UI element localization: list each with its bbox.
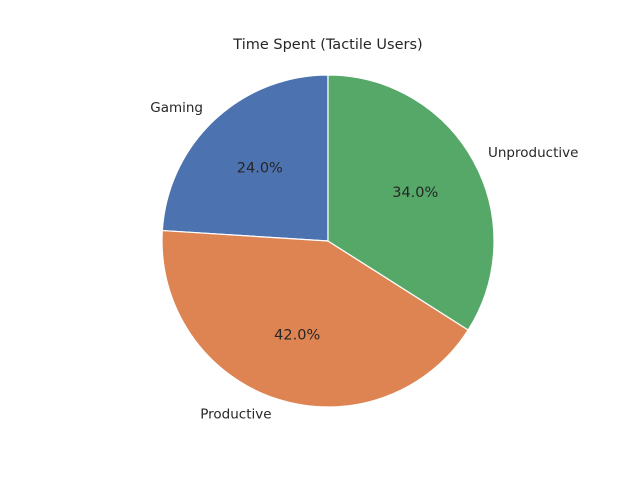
pie-slice-productive [161, 229, 469, 408]
slice-label-productive: Productive [200, 407, 271, 423]
pie-slice-unproductive [327, 74, 495, 331]
pie: Gaming 24.0% Productive 42.0% Unproductive 34… [150, 74, 578, 423]
slice-label-gaming: Gaming [150, 100, 203, 116]
pie-slice-gaming [161, 74, 329, 242]
chart-title: Time Spent (Tactile Users) [232, 37, 422, 53]
slice-percent-label-gaming: 24.0% [237, 160, 283, 176]
slice-label-unproductive: Unproductive [488, 145, 578, 161]
slice-percent-label-unproductive: 34.0% [392, 185, 438, 201]
slice-percent-label-productive: 42.0% [274, 328, 320, 344]
